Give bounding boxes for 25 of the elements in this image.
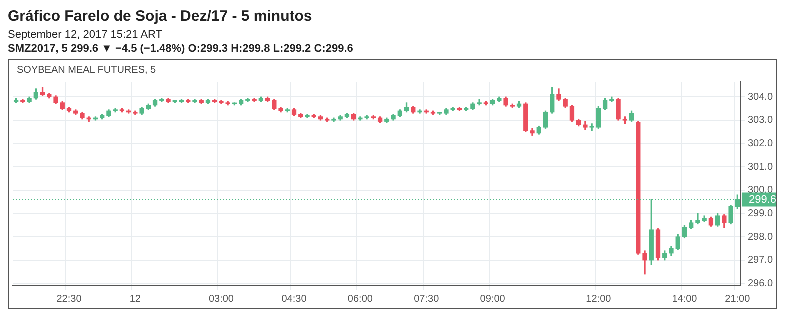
text: SMZ2017, 5 299.6 ▼ −4.5 (−1.48%) O:299.3 H:299.8 L:299.2 C:299.6 — [8, 42, 354, 56]
y-tick-label: 301.0 — [748, 162, 774, 173]
y-tick-label: 299.0 — [748, 208, 774, 220]
x-tick-label: 09:00 — [480, 294, 506, 305]
x-tick-label: 04:30 — [282, 294, 308, 305]
y-tick-label: 304.0 — [748, 92, 774, 103]
x-tick-label: 21:00 — [725, 294, 751, 305]
x-tick-label: 12 — [130, 294, 142, 305]
y-tick-label: 298.0 — [748, 232, 774, 243]
x-tick-label: 06:00 — [348, 294, 374, 305]
y-tick-label: 297.0 — [748, 255, 774, 266]
y-tick-label: 296.0 — [748, 278, 774, 290]
x-tick-label: 03:00 — [208, 294, 234, 305]
y-tick-label: 302.0 — [748, 138, 774, 150]
chart-subtitle: September 12, 2017 15:21 ART — [8, 28, 164, 42]
chart-title: Gráfico Farelo de Soja - Dez/17 - 5 minutos — [8, 8, 314, 26]
x-tick-label: 12:00 — [586, 294, 612, 305]
ref-line-label: 299.6 — [748, 194, 777, 206]
candlestick — [590, 124, 594, 132]
y-tick-label: 300.0 — [748, 185, 774, 196]
x-tick-label: 14:00 — [672, 294, 698, 305]
text: SOYBEAN MEAL FUTURES, 5 — [17, 65, 156, 76]
x-tick-label: 07:30 — [414, 294, 440, 305]
y-tick-label: 303.0 — [748, 115, 774, 126]
x-tick-label: 22:30 — [56, 294, 82, 305]
